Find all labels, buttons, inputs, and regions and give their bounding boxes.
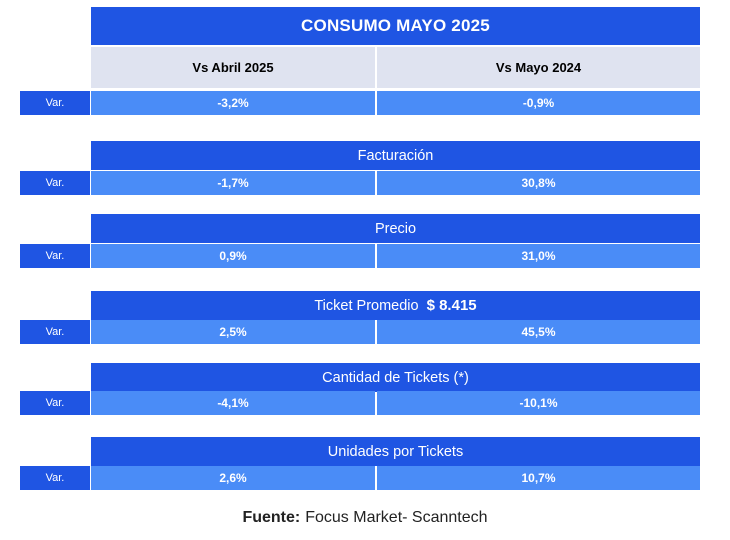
source-footer: Fuente: Focus Market- Scanntech bbox=[0, 506, 730, 530]
cantidad-vs-mayo-value: -10,1% bbox=[377, 391, 700, 415]
ticket-promedio-amount: $ 8.415 bbox=[426, 297, 477, 314]
ticket-vs-mayo-value: 45,5% bbox=[377, 320, 700, 344]
unidades-vs-mayo-value: 10,7% bbox=[377, 466, 700, 490]
column-header-vs-abril: Vs Abril 2025 bbox=[91, 47, 375, 88]
var-label: Var. bbox=[20, 171, 90, 195]
facturacion-vs-abril-value: -1,7% bbox=[91, 171, 375, 195]
consumo-vs-mayo-value: -0,9% bbox=[377, 91, 700, 115]
precio-vs-abril-value: 0,9% bbox=[91, 244, 375, 268]
unidades-tickets-header: Unidades por Tickets bbox=[91, 437, 700, 466]
facturacion-vs-mayo-value: 30,8% bbox=[377, 171, 700, 195]
ticket-promedio-label: Ticket Promedio bbox=[314, 297, 419, 314]
facturacion-header: Facturación bbox=[91, 141, 700, 170]
precio-header: Precio bbox=[91, 214, 700, 243]
cantidad-tickets-header: Cantidad de Tickets (*) bbox=[91, 363, 700, 392]
source-label: Fuente: bbox=[242, 509, 301, 526]
source-text: Focus Market- Scanntech bbox=[305, 509, 488, 526]
ticket-vs-abril-value: 2,5% bbox=[91, 320, 375, 344]
var-label: Var. bbox=[20, 244, 90, 268]
precio-vs-mayo-value: 31,0% bbox=[377, 244, 700, 268]
column-header-vs-mayo: Vs Mayo 2024 bbox=[377, 47, 700, 88]
var-label: Var. bbox=[20, 391, 90, 415]
consumo-vs-abril-value: -3,2% bbox=[91, 91, 375, 115]
var-label: Var. bbox=[20, 320, 90, 344]
unidades-vs-abril-value: 2,6% bbox=[91, 466, 375, 490]
var-label: Var. bbox=[20, 91, 90, 115]
table-title: CONSUMO MAYO 2025 bbox=[91, 7, 700, 45]
cantidad-vs-abril-value: -4,1% bbox=[91, 391, 375, 415]
ticket-promedio-header: Ticket Promedio $ 8.415 bbox=[91, 291, 700, 320]
var-label: Var. bbox=[20, 466, 90, 490]
